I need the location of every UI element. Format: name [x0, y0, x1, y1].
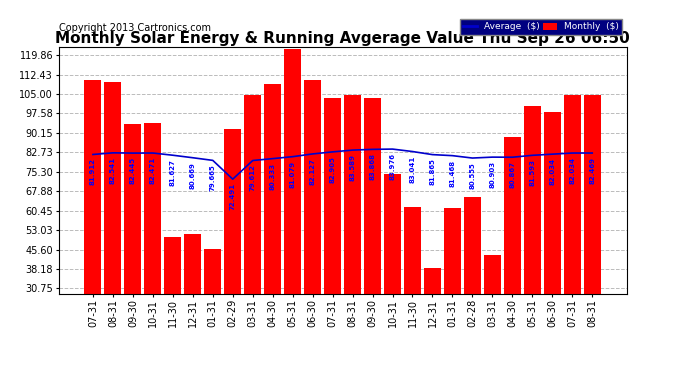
- Text: 82.127: 82.127: [310, 158, 315, 185]
- Text: 82.034: 82.034: [569, 157, 575, 184]
- Bar: [144, 123, 161, 369]
- Text: 81.627: 81.627: [170, 159, 176, 186]
- Text: 81.079: 81.079: [290, 160, 295, 188]
- Bar: [424, 268, 441, 369]
- Text: 83.976: 83.976: [390, 153, 395, 180]
- Text: 80.669: 80.669: [190, 162, 196, 189]
- Text: 83.868: 83.868: [370, 153, 375, 180]
- Text: 82.471: 82.471: [150, 157, 156, 184]
- Bar: [464, 198, 481, 369]
- Text: 81.468: 81.468: [449, 160, 455, 187]
- Text: 79.612: 79.612: [250, 165, 256, 191]
- Bar: [584, 95, 601, 369]
- Text: 80.903: 80.903: [489, 161, 495, 188]
- Legend: Average  ($), Monthly  ($): Average ($), Monthly ($): [460, 19, 622, 34]
- Text: 83.589: 83.589: [350, 154, 355, 181]
- Bar: [284, 50, 301, 369]
- Bar: [384, 174, 401, 369]
- Bar: [564, 95, 581, 369]
- Text: Copyright 2013 Cartronics.com: Copyright 2013 Cartronics.com: [59, 23, 210, 33]
- Bar: [504, 137, 521, 369]
- Bar: [104, 82, 121, 369]
- Title: Monthly Solar Energy & Running Avgerage Value Thu Sep 26 06:50: Monthly Solar Energy & Running Avgerage …: [55, 31, 630, 46]
- Bar: [244, 95, 262, 369]
- Text: 80.555: 80.555: [469, 162, 475, 189]
- Text: 79.665: 79.665: [210, 164, 216, 191]
- Bar: [204, 249, 221, 369]
- Text: 83.041: 83.041: [409, 156, 415, 183]
- Bar: [84, 80, 101, 369]
- Bar: [544, 112, 561, 369]
- Bar: [224, 129, 241, 369]
- Bar: [264, 84, 281, 369]
- Bar: [404, 207, 421, 369]
- Text: 82.541: 82.541: [110, 157, 116, 184]
- Text: 81.865: 81.865: [429, 159, 435, 185]
- Text: 82.034: 82.034: [549, 158, 555, 185]
- Bar: [164, 237, 181, 369]
- Bar: [124, 124, 141, 369]
- Bar: [184, 234, 201, 369]
- Bar: [444, 208, 461, 369]
- Bar: [344, 95, 361, 369]
- Bar: [304, 80, 321, 369]
- Text: 82.445: 82.445: [130, 157, 136, 184]
- Bar: [364, 98, 381, 369]
- Bar: [324, 98, 341, 369]
- Bar: [524, 106, 541, 369]
- Text: 81.912: 81.912: [90, 158, 96, 185]
- Text: 72.491: 72.491: [230, 183, 236, 210]
- Text: 81.593: 81.593: [529, 159, 535, 186]
- Text: 80.333: 80.333: [270, 162, 276, 190]
- Text: 80.867: 80.867: [509, 161, 515, 188]
- Text: 82.905: 82.905: [330, 156, 335, 183]
- Bar: [484, 255, 501, 369]
- Text: 82.469: 82.469: [589, 157, 595, 184]
